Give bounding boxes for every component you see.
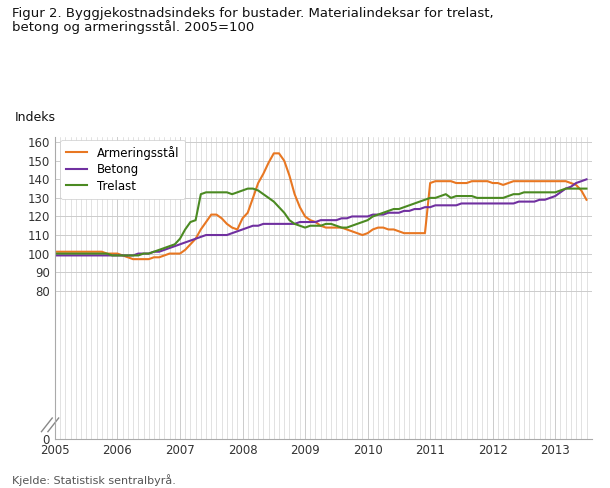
Armeringsstål	[270, 150, 278, 156]
Trelast	[369, 214, 376, 220]
Line: Trelast: Trelast	[55, 189, 586, 255]
Trelast	[531, 189, 538, 195]
Armeringsstål	[531, 178, 538, 184]
Trelast	[557, 187, 564, 193]
Trelast	[583, 186, 590, 192]
Line: Betong: Betong	[55, 179, 586, 255]
Line: Armeringsstål: Armeringsstål	[55, 153, 586, 259]
Betong	[51, 252, 59, 258]
Betong	[359, 214, 366, 220]
Betong	[583, 176, 590, 182]
Trelast	[203, 189, 210, 195]
Armeringsstål	[51, 249, 59, 255]
Armeringsstål	[541, 178, 548, 184]
Armeringsstål	[583, 197, 590, 203]
Betong	[520, 199, 528, 204]
Armeringsstål	[129, 256, 137, 262]
Text: Figur 2. Byggjekostnadsindeks for bustader. Materialindeksar for trelast,: Figur 2. Byggjekostnadsindeks for bustad…	[12, 7, 494, 20]
Betong	[536, 197, 544, 203]
Armeringsstål	[369, 226, 376, 232]
Betong	[197, 234, 204, 240]
Betong	[547, 195, 554, 201]
Trelast	[541, 189, 548, 195]
Betong	[531, 199, 538, 204]
Text: betong og armeringsstål. 2005=100: betong og armeringsstål. 2005=100	[12, 20, 254, 35]
Trelast	[547, 189, 554, 195]
Armeringsstål	[557, 178, 564, 184]
Trelast	[109, 252, 116, 258]
Legend: Armeringsstål, Betong, Trelast: Armeringsstål, Betong, Trelast	[60, 140, 185, 199]
Text: Kjelde: Statistisk sentralbyrå.: Kjelde: Statistisk sentralbyrå.	[12, 474, 176, 486]
Trelast	[51, 251, 59, 257]
Trelast	[244, 186, 251, 192]
Armeringsstål	[547, 178, 554, 184]
Text: Indeks: Indeks	[15, 111, 56, 124]
Armeringsstål	[203, 219, 210, 225]
